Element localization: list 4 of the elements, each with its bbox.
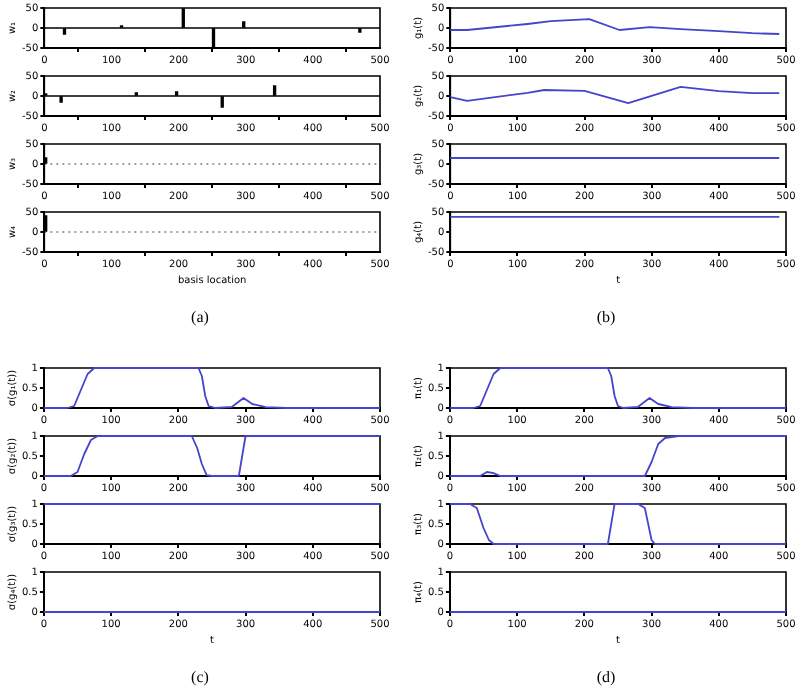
text: (c) (189, 668, 211, 686)
text: (b) (594, 308, 618, 326)
text: (d) (594, 668, 618, 686)
text: (a) (189, 308, 211, 326)
